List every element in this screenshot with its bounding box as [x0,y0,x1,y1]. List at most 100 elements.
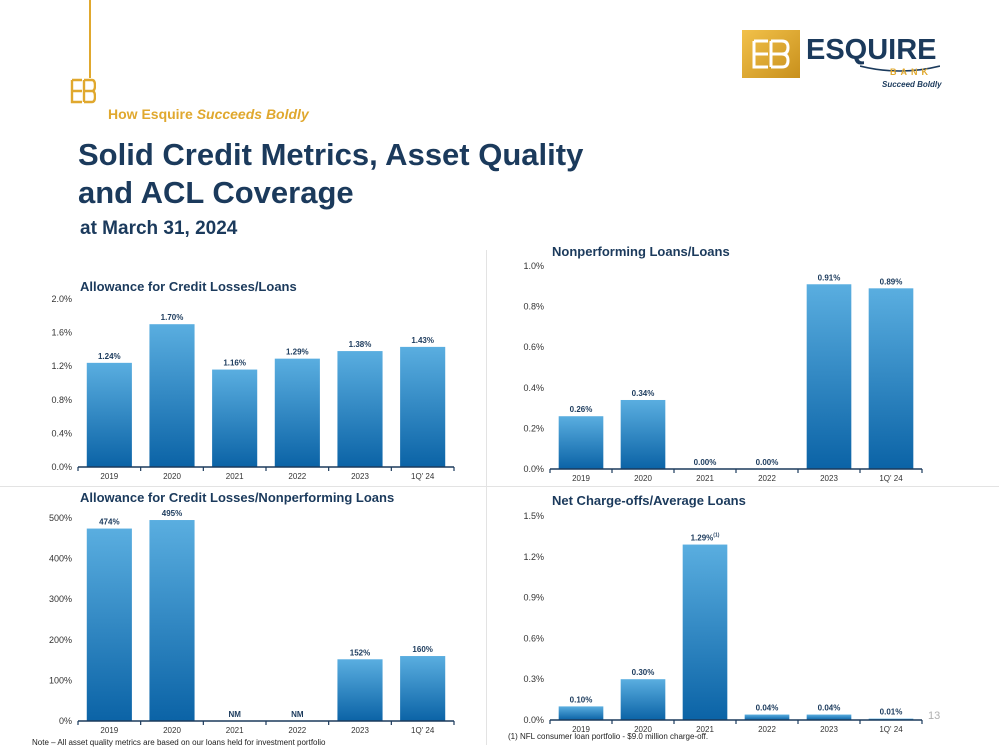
x-tick-label: 2023 [351,472,369,481]
data-label: 0.91% [818,273,841,282]
chart-title-acl-loans: Allowance for Credit Losses/Loans [80,279,297,294]
data-label: 0.00% [694,458,717,467]
chart-title-npl-loans: Nonperforming Loans/Loans [552,244,730,259]
data-label: 1.70% [161,313,184,322]
x-tick-label: 2021 [226,472,244,481]
x-tick-label: 2021 [696,474,714,483]
y-tick-label: 0.6% [523,342,544,352]
quadrant-divider-vertical [486,250,487,745]
data-label: 0.04% [756,704,779,713]
y-tick-label: 1.6% [51,328,72,338]
y-tick-label: 0.9% [523,593,544,603]
bar [400,346,446,467]
x-tick-label: 2020 [163,726,181,735]
data-label: 1.43% [411,336,434,345]
y-tick-label: 1.5% [523,511,544,521]
y-tick-label: 0.2% [523,423,544,433]
y-tick-label: 0.0% [523,464,544,474]
bar [149,520,195,721]
y-tick-label: 0% [59,716,72,726]
y-tick-label: 2.0% [51,294,72,304]
data-label: 495% [162,509,182,518]
page-title-line-2: and ACL Coverage [78,175,354,210]
data-label: 1.24% [98,352,121,361]
bar [400,656,446,721]
y-tick-label: 0.4% [51,428,72,438]
tagline-bold-text: How Esquire [108,106,193,122]
bar [620,679,666,720]
data-label: 1.16% [223,359,246,368]
x-tick-label: 2022 [758,725,776,734]
data-label: 1.29%(1) [691,533,720,543]
chart-title-nco-avg-loans: Net Charge-offs/Average Loans [552,493,746,508]
x-tick-label: 2022 [758,474,776,483]
data-label: NM [291,710,304,719]
x-tick-label: 1Q' 24 [879,725,903,734]
x-tick-label: 2021 [226,726,244,735]
bar [337,659,383,721]
x-tick-label: 2019 [100,726,118,735]
bar [620,399,666,469]
y-tick-label: 0.0% [51,462,72,472]
bar [149,324,195,467]
y-tick-label: 1.0% [523,261,544,271]
eb-monogram-icon [70,78,96,104]
bar [337,351,383,467]
x-tick-label: 2023 [351,726,369,735]
x-tick-label: 2022 [288,726,306,735]
data-label: 0.34% [632,389,655,398]
data-label: 0.89% [880,277,903,286]
logo-swoosh [860,65,940,72]
data-label: 0.00% [756,458,779,467]
data-label: 0.10% [570,695,593,704]
footer-note: Note – All asset quality metrics are bas… [32,738,326,747]
logo-bank-text: BANK [890,67,932,77]
data-label: 160% [412,645,432,654]
data-label: 1.38% [349,340,372,349]
esquire-logo-icon [742,30,800,78]
x-tick-label: 2019 [100,472,118,481]
tagline-italic-text: Succeeds Boldly [196,106,309,122]
bar [558,706,604,720]
bar [806,714,852,720]
section-tagline: How Esquire Succeeds Boldly [108,106,309,122]
data-label: 0.01% [880,708,903,717]
bar [274,358,320,467]
y-tick-label: 300% [49,594,72,604]
logo-tagline: Succeed Boldly [882,80,942,89]
page-title-line-1: Solid Credit Metrics, Asset Quality [78,137,584,172]
y-tick-label: 0.8% [523,302,544,312]
y-tick-label: 200% [49,635,72,645]
quadrant-divider-horizontal [0,486,999,487]
y-tick-label: 1.2% [51,361,72,371]
data-label: 474% [99,518,119,527]
data-label: 0.04% [818,704,841,713]
x-tick-label: 2020 [634,725,652,734]
x-tick-label: 1Q' 24 [411,726,435,735]
page-title: Solid Credit Metrics, Asset Quality and … [78,136,583,212]
x-tick-label: 2019 [572,474,590,483]
x-tick-label: 2020 [163,472,181,481]
bar [868,288,914,469]
x-tick-label: 2021 [696,725,714,734]
chart-title-acl-npl: Allowance for Credit Losses/Nonperformin… [80,490,395,505]
x-tick-label: 1Q' 24 [411,472,435,481]
y-tick-label: 1.2% [523,552,544,562]
data-label: 152% [350,648,370,657]
y-tick-label: 0.4% [523,383,544,393]
page-subtitle: at March 31, 2024 [80,218,238,239]
page-number: 13 [928,710,941,722]
data-label: NM [228,710,241,719]
bar [558,416,604,469]
footer-footnote: (1) NFL consumer loan portfolio - $9.0 m… [508,732,709,741]
gold-vertical-rule [89,0,91,78]
y-tick-label: 400% [49,554,72,564]
x-tick-label: 2023 [820,474,838,483]
y-tick-label: 0.0% [523,715,544,725]
bar [682,544,728,720]
y-tick-label: 100% [49,675,72,685]
